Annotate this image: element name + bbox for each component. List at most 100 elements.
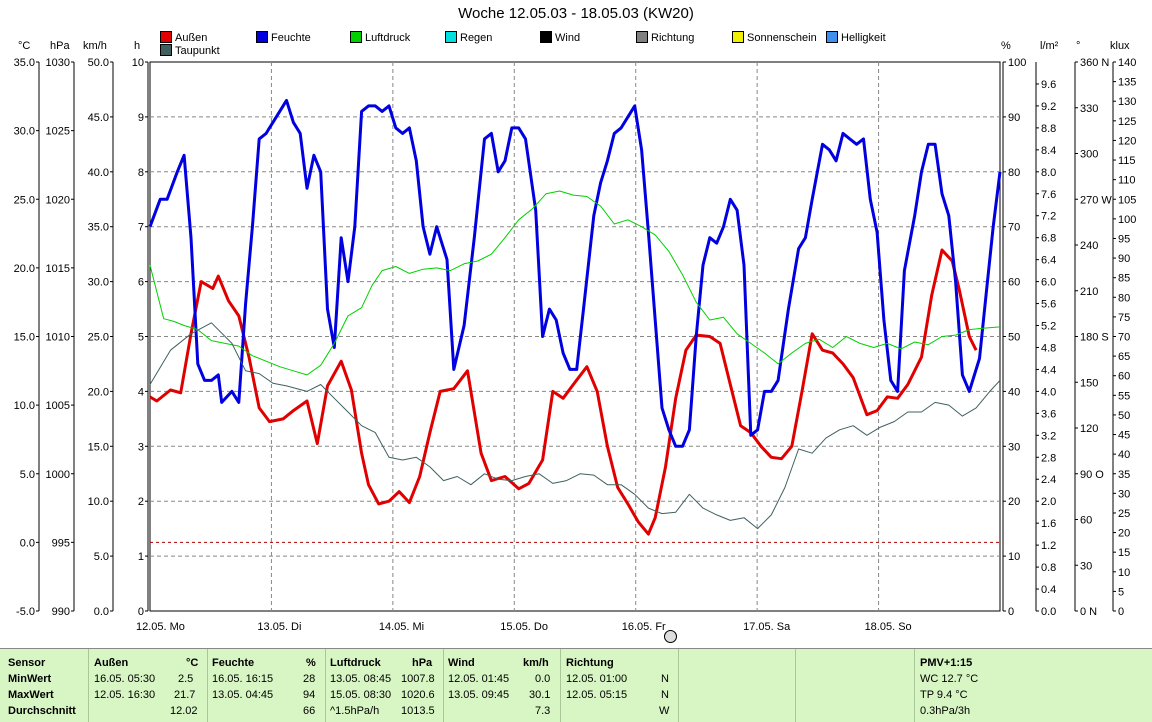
axis-celsius-tick-label: 15.0	[14, 332, 35, 344]
luftdruck-min: 1007.8	[401, 673, 435, 685]
x-tick-label: 14.05. Mi	[379, 621, 424, 633]
axis-celsius-tick-label: 0.0	[20, 537, 35, 549]
axis-klux-tick-label: 135	[1118, 77, 1136, 89]
axis-celsius-tick-label: 35.0	[14, 57, 35, 69]
richtung-min: N	[661, 673, 669, 685]
legend-label: Richtung	[651, 32, 695, 44]
legend-swatch	[445, 31, 457, 43]
x-tick-label: 12.05. Mo	[136, 621, 185, 633]
luftdruck-max: 1020.6	[401, 689, 435, 701]
axis-hpa-tick-label: 1025	[46, 126, 70, 138]
axis-kmh-tick-label: 15.0	[88, 441, 109, 453]
feuchte-min: 28	[303, 673, 316, 685]
axis-klux-tick-label: 140	[1118, 57, 1136, 69]
aussen-min: 2.5	[178, 673, 194, 685]
axis-degree-tick-label: 0 N	[1080, 606, 1097, 618]
axis-percent-tick-label: 70	[1008, 222, 1020, 234]
axis-rain-tick-label: 8.8	[1041, 123, 1056, 135]
axis-percent-tick-label: 10	[1008, 551, 1020, 563]
col-aussen-name: Außen	[94, 657, 129, 669]
col-richtung-name: Richtung	[566, 657, 614, 669]
row-label-max: MaxWert	[8, 689, 54, 701]
axis-rain-tick-label: 2.0	[1041, 496, 1056, 508]
axis-hours-tick-label: 5	[138, 332, 144, 344]
row-label-sensor: Sensor	[8, 657, 46, 669]
axis-kmh-tick-label: 35.0	[88, 222, 109, 234]
legend: Außen Feuchte Luftdruck Regen Wind Richtung So…	[160, 31, 920, 61]
axis-rain-tick-label: 6.4	[1041, 255, 1056, 267]
unit-hours: h	[134, 40, 141, 52]
axis-klux-tick-label: 80	[1118, 292, 1130, 304]
axis-celsius-tick-label: -5.0	[16, 606, 35, 618]
legend-label: Feuchte	[271, 32, 311, 44]
feuchte-min-time: 16.05. 16:15	[212, 673, 274, 685]
richtung-min-time: 12.05. 01:00	[566, 673, 628, 685]
legend-swatch	[732, 31, 744, 43]
axis-degree-tick-label: 330	[1080, 103, 1098, 115]
legend-label: Taupunkt	[175, 45, 220, 57]
axis-degree-tick-label: 300	[1080, 149, 1098, 161]
axis-celsius-tick-label: 10.0	[14, 400, 35, 412]
axis-klux-tick-label: 50	[1118, 410, 1130, 422]
axis-klux-tick-label: 55	[1118, 390, 1130, 402]
axis-kmh-tick-label: 25.0	[88, 332, 109, 344]
axis-rain-tick-label: 0.8	[1041, 562, 1056, 574]
axis-percent-tick-label: 50	[1008, 332, 1020, 344]
legend-item-2: Luftdruck	[350, 31, 410, 44]
aussen-avg: 12.02	[170, 705, 198, 717]
axis-hours-tick-label: 0	[138, 606, 144, 618]
unit-hpa: hPa	[50, 40, 70, 52]
series-line-taupunkt	[149, 322, 1001, 530]
unit-rain: l/m²	[1040, 40, 1059, 52]
axis-klux-tick-label: 120	[1118, 135, 1136, 147]
axis-kmh-tick-label: 20.0	[88, 386, 109, 398]
wind-min: 0.0	[535, 673, 551, 685]
time-cursor-handle[interactable]	[664, 630, 677, 643]
axis-hpa-tick-label: 1015	[46, 263, 70, 275]
axis-degree-tick-label: 120	[1080, 423, 1098, 435]
axis-hours-tick-label: 7	[138, 222, 144, 234]
axis-kmh-tick-label: 30.0	[88, 277, 109, 289]
axis-percent-tick-label: 20	[1008, 496, 1020, 508]
x-tick-label: 16.05. Fr	[622, 621, 666, 633]
axis-klux-tick-label: 65	[1118, 351, 1130, 363]
axis-rain-tick-label: 9.6	[1041, 79, 1056, 91]
axis-hpa-tick-label: 995	[52, 537, 70, 549]
legend-item-0: Außen	[160, 31, 207, 44]
unit-degree: °	[1076, 40, 1081, 52]
axis-klux-tick-label: 0	[1118, 606, 1124, 618]
axis-rain-tick-label: 6.8	[1041, 233, 1056, 245]
feuchte-max: 94	[303, 689, 316, 701]
col-luftdruck-name: Luftdruck	[330, 657, 381, 669]
axis-kmh-tick-label: 5.0	[94, 551, 109, 563]
unit-klux: klux	[1110, 40, 1130, 52]
series-line-luftdruck	[149, 190, 1001, 376]
legend-label: Außen	[175, 32, 208, 44]
axis-degree-tick-label: 30	[1080, 560, 1092, 572]
axis-degree-tick-label: 360 N	[1080, 57, 1109, 69]
axis-hpa-tick-label: 1000	[46, 469, 70, 481]
axis-klux-tick-label: 130	[1118, 96, 1136, 108]
legend-label: Regen	[460, 32, 493, 44]
axis-rain-tick-label: 5.2	[1041, 321, 1056, 333]
axis-hpa-tick-label: 990	[52, 606, 70, 618]
axis-rain-tick-label: 3.2	[1041, 430, 1056, 442]
axis-rain-tick-label: 6.0	[1041, 277, 1056, 289]
axis-percent-tick-label: 100	[1008, 57, 1026, 69]
col-wind-unit: km/h	[523, 657, 549, 669]
axis-klux-tick-label: 10	[1118, 567, 1130, 579]
axis-klux-tick-label: 105	[1118, 194, 1136, 206]
feuchte-avg: 66	[303, 705, 316, 717]
feuchte-max-time: 13.05. 04:45	[212, 689, 274, 701]
legend-item-5: Richtung	[636, 31, 694, 44]
legend-swatch	[256, 31, 268, 43]
legend-label: Sonnenschein	[747, 32, 817, 44]
axis-rain-tick-label: 2.4	[1041, 474, 1056, 486]
pmv-trend: 0.3hPa/3h	[920, 705, 971, 717]
axis-rain-tick-label: 4.4	[1041, 364, 1056, 376]
axis-hours-tick-label: 4	[138, 386, 144, 398]
axis-rain-tick-label: 7.2	[1041, 211, 1056, 223]
axis-klux-tick-label: 95	[1118, 233, 1130, 245]
axis-kmh-tick-label: 45.0	[88, 112, 109, 124]
axis-klux-tick-label: 90	[1118, 253, 1130, 265]
